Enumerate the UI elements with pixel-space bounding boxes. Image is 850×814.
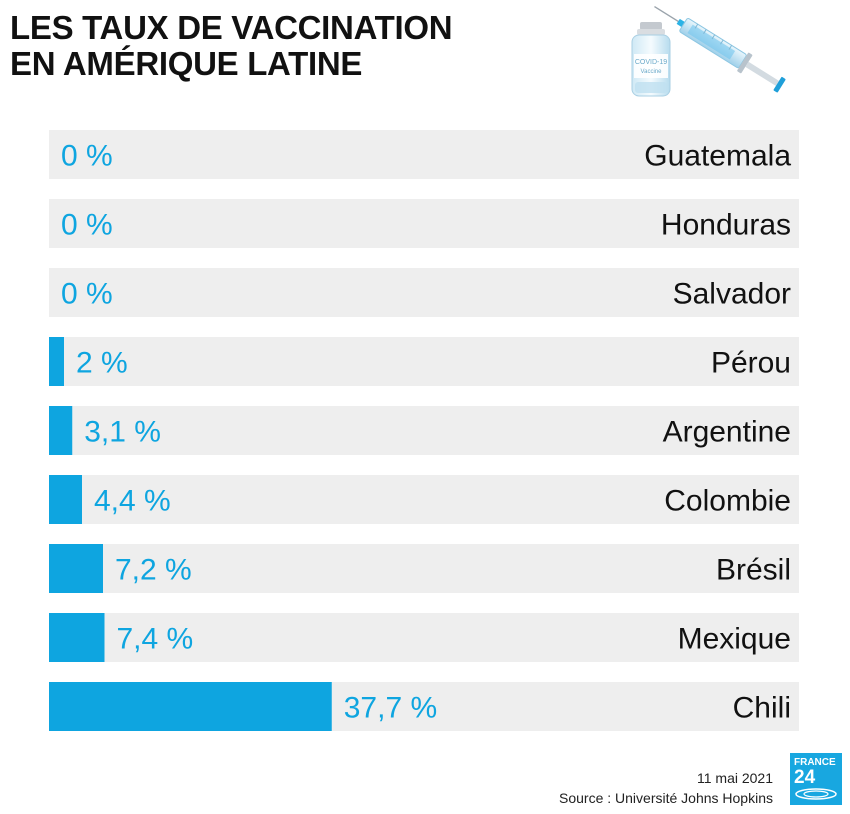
category-label: Guatemala xyxy=(644,140,791,173)
category-label: Salvador xyxy=(673,278,791,311)
bar-track xyxy=(49,406,799,455)
value-label: 7,4 % xyxy=(117,623,194,656)
chart-title: LES TAUX DE VACCINATION EN AMÉRIQUE LATI… xyxy=(10,9,453,82)
bar-track xyxy=(49,613,799,662)
bar-track xyxy=(49,337,799,386)
category-label: Argentine xyxy=(663,416,791,449)
bar-track xyxy=(49,199,799,248)
category-label: Mexique xyxy=(678,623,791,656)
bar-brésil xyxy=(49,544,103,593)
bar-track xyxy=(49,475,799,524)
logo-line-1: FRANCE xyxy=(794,757,836,768)
bar-argentine xyxy=(49,406,73,455)
vial-label-line-2: Vaccine xyxy=(641,69,663,75)
bar-pérou xyxy=(49,337,64,386)
bar-track xyxy=(49,130,799,179)
chart-title-line-1: LES TAUX DE VACCINATION xyxy=(10,9,453,46)
bar-chili xyxy=(49,682,332,731)
france24-logo-icon: FRANCE 24 xyxy=(790,753,842,805)
category-label: Honduras xyxy=(661,209,791,242)
bar-mexique xyxy=(49,613,105,662)
bar-track xyxy=(49,544,799,593)
value-label: 0 % xyxy=(61,278,113,311)
bar-colombie xyxy=(49,475,82,524)
category-label: Brésil xyxy=(716,554,791,587)
category-label: Colombie xyxy=(664,485,791,518)
value-label: 37,7 % xyxy=(344,692,437,725)
syringe-icon xyxy=(654,5,786,93)
logo-line-2: 24 xyxy=(794,767,816,788)
vaccine-vial-and-syringe-icon: COVID-19 Vaccine xyxy=(631,5,786,97)
bar-track xyxy=(49,268,799,317)
chart-footer: 11 mai 2021 Source : Université Johns Ho… xyxy=(559,768,773,808)
value-label: 2 % xyxy=(76,347,128,380)
category-label: Chili xyxy=(733,692,791,725)
value-label: 3,1 % xyxy=(84,416,161,449)
chart-source: Source : Université Johns Hopkins xyxy=(559,790,773,806)
value-label: 0 % xyxy=(61,140,113,173)
category-label: Pérou xyxy=(711,347,791,380)
chart-title-line-2: EN AMÉRIQUE LATINE xyxy=(10,45,363,82)
vial-icon: COVID-19 Vaccine xyxy=(631,22,671,97)
vial-label-line-1: COVID-19 xyxy=(635,59,667,66)
value-label: 7,2 % xyxy=(115,554,192,587)
chart-date: 11 mai 2021 xyxy=(696,770,773,786)
value-label: 4,4 % xyxy=(94,485,171,518)
value-label: 0 % xyxy=(61,209,113,242)
